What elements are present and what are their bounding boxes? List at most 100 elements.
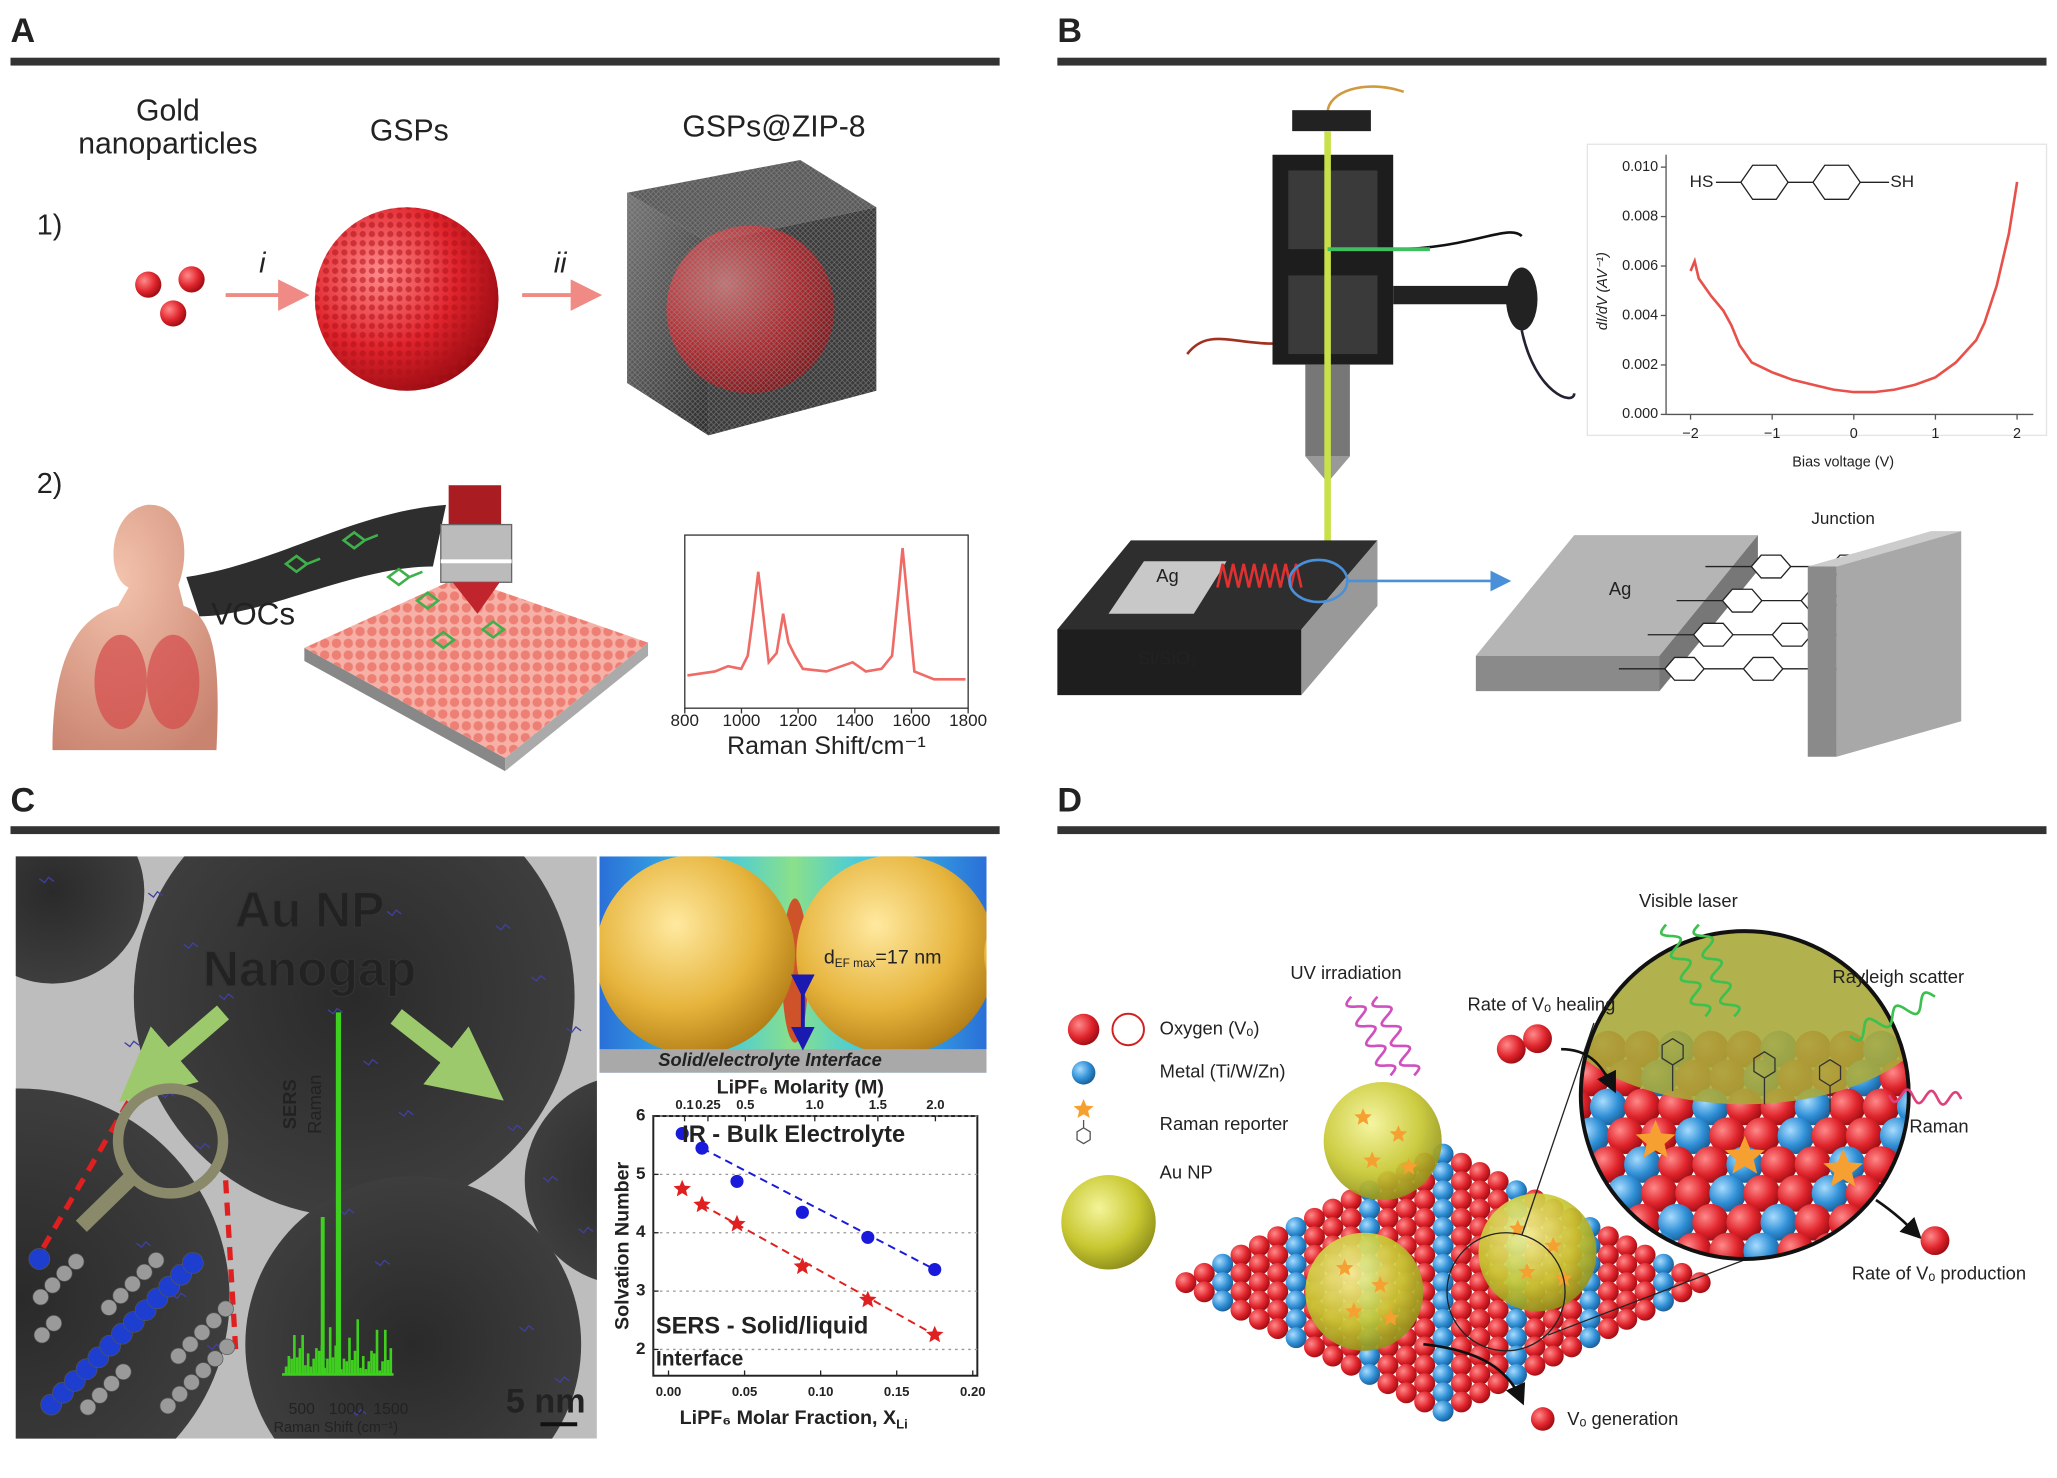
label: C: [10, 782, 35, 820]
label: 1400: [836, 711, 874, 730]
lattice-atom: [1414, 1336, 1436, 1358]
lattice-atom: [1432, 1382, 1454, 1404]
lattice-atom: [1377, 1207, 1399, 1229]
reporter: [1345, 1302, 1363, 1319]
spectrum-frame: [684, 534, 969, 709]
rod: [1393, 285, 1512, 305]
benzene-ring: [1663, 656, 1705, 681]
reporter-molecule: [1661, 1037, 1684, 1092]
atom: [28, 1248, 51, 1270]
lattice-atom: [1414, 1226, 1436, 1248]
handle: [1506, 267, 1538, 331]
label: 0.5: [736, 1097, 754, 1112]
reporter: [1724, 1135, 1765, 1174]
wall-front: [1807, 566, 1837, 757]
lattice-atom: [1616, 1308, 1638, 1330]
benzene-ring: [1812, 164, 1862, 200]
atom: [33, 1326, 51, 1344]
rayleigh-scatter: [1849, 991, 1936, 1042]
label: 1600: [893, 711, 931, 730]
panel-rule: [10, 826, 1000, 835]
oxygen-atom: [1530, 1407, 1555, 1431]
lattice-atom: [1658, 1203, 1695, 1241]
fit-line: [701, 1147, 936, 1271]
label-part: Li: [896, 1417, 908, 1432]
label: Raman Shift/cm⁻¹: [727, 732, 926, 760]
lattice-atom: [1624, 1088, 1661, 1126]
label: 3: [636, 1281, 645, 1300]
label: 1200: [779, 711, 817, 730]
label: VOCs: [211, 597, 295, 632]
lattice-atom: [1469, 1363, 1491, 1385]
label: 0.1: [675, 1097, 693, 1112]
lattice-atom: [1432, 1272, 1454, 1294]
label: nanoparticles: [78, 128, 257, 161]
lattice-atom: [1432, 1253, 1454, 1275]
atom: [205, 1312, 223, 1329]
tem-ligand: [507, 1124, 523, 1132]
lattice-atom: [1709, 1232, 1747, 1259]
lattice-atom: [1914, 1175, 1951, 1212]
label: 2): [37, 468, 63, 500]
lattice-atom: [1267, 1244, 1289, 1266]
tem-ligand: [578, 1226, 594, 1234]
lattice-atom: [1589, 1088, 1627, 1126]
lattice-atom: [1828, 1088, 1866, 1126]
lattice-atom: [1726, 1203, 1764, 1241]
lattice-atom: [1561, 1336, 1583, 1358]
au-sphere: [796, 856, 987, 1055]
objective-body: [440, 523, 513, 583]
legend-oxygen: [1067, 1013, 1100, 1046]
label: SH: [1890, 172, 1914, 191]
lattice-atom: [1285, 1217, 1307, 1239]
label: Raman reporter: [1160, 1113, 1289, 1134]
atom: [45, 1315, 62, 1332]
tem-ligand: [38, 876, 55, 884]
lattice-atom: [1432, 1198, 1454, 1220]
reporter: [1381, 1308, 1400, 1326]
lattice-atom: [1794, 1203, 1832, 1241]
label: 0.25: [695, 1097, 721, 1112]
benzene-ring: [1750, 554, 1792, 579]
data-point: [695, 1141, 709, 1155]
lattice-atom: [1432, 1308, 1454, 1330]
lattice-atom: [1377, 1354, 1399, 1376]
reporter: [1371, 1276, 1389, 1293]
lattice-atom: [1395, 1198, 1417, 1220]
tem-image: [15, 856, 597, 1439]
lattice-atom: [1450, 1391, 1472, 1413]
magnified-outline: [1578, 929, 1911, 1261]
lattice-atom: [1469, 1382, 1491, 1404]
label: dEF max=17 nm: [824, 947, 942, 970]
gold-nanoparticle: [160, 300, 187, 327]
label: 1.0: [806, 1097, 824, 1112]
data-point: [861, 1230, 875, 1244]
tem-ligand: [362, 1058, 379, 1066]
tem-ligand: [374, 1259, 391, 1267]
label: Ag: [1609, 578, 1631, 599]
label: Si/SiO₂: [1138, 648, 1197, 669]
label: 0.00: [656, 1384, 682, 1399]
lattice-atom: [1432, 1235, 1454, 1257]
lattice-atom: [1794, 1146, 1832, 1183]
lattice-atom: [1285, 1235, 1307, 1257]
label: GSPs@ZIP-8: [682, 110, 865, 143]
lattice-atom: [1395, 1345, 1417, 1367]
lattice-atom: [1652, 1272, 1674, 1294]
lattice-atom: [1542, 1308, 1564, 1330]
lattice-atom: [1432, 1327, 1454, 1349]
lattice-atom: [1469, 1290, 1491, 1312]
lattice-atom: [1230, 1281, 1252, 1303]
label: Nanogap: [203, 941, 416, 997]
label: −2: [1682, 426, 1698, 442]
lattice-atom: [1248, 1272, 1270, 1294]
reporter: [1389, 1125, 1408, 1142]
label: Au NP: [1160, 1162, 1213, 1183]
atom: [112, 1287, 129, 1304]
lattice-atom: [1432, 1180, 1454, 1202]
atom: [171, 1385, 188, 1403]
lattice-atom: [1487, 1171, 1509, 1193]
benzene-ring: [1771, 622, 1813, 647]
benzene-ring: [1740, 164, 1789, 200]
